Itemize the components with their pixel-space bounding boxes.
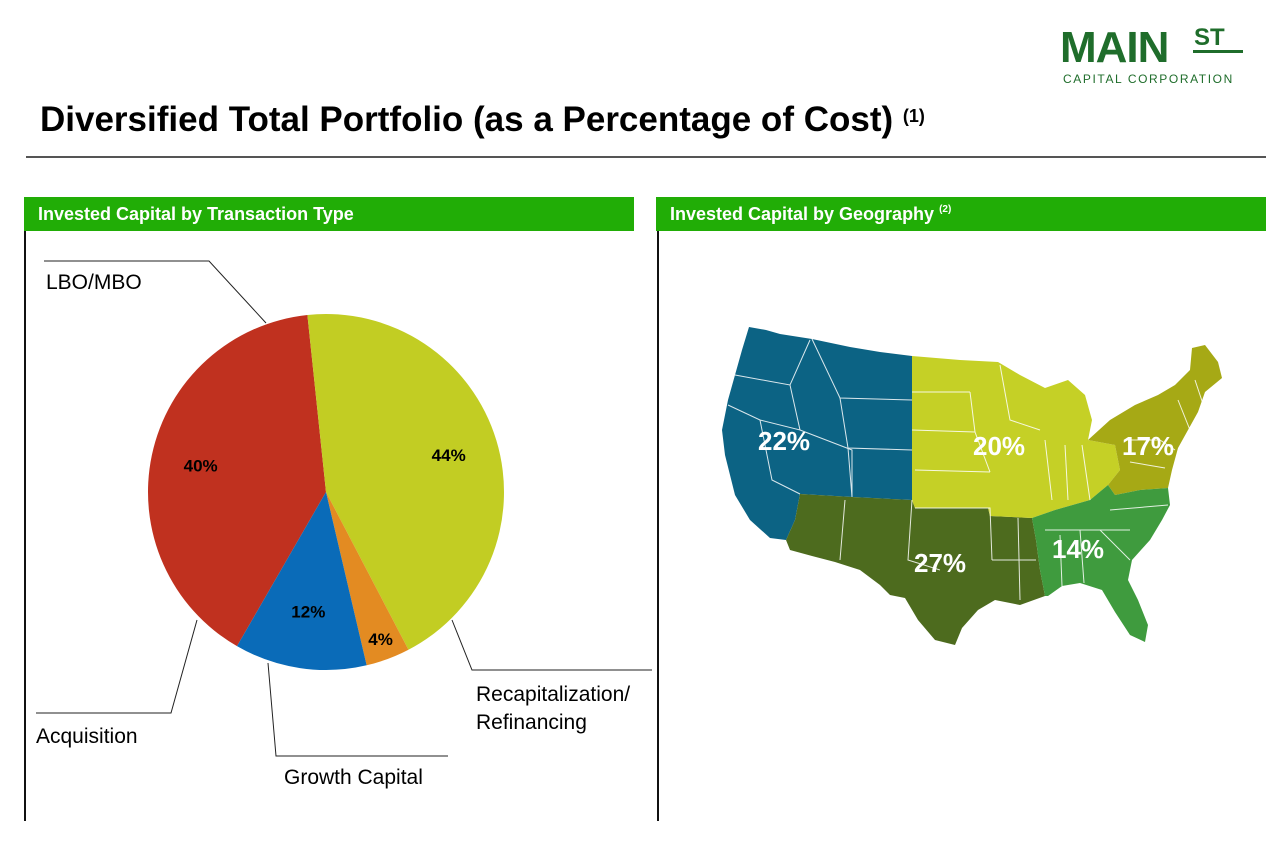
- geo-label-west: 22%: [758, 426, 810, 456]
- region-southeast: [1032, 485, 1170, 642]
- geography-title: Invested Capital by Geography: [670, 204, 935, 224]
- pie-slice-recap-refinancing: [307, 314, 505, 650]
- region-northeast: [1088, 345, 1222, 495]
- page-title: Diversified Total Portfolio (as a Percen…: [40, 98, 925, 142]
- pie-value-recap-refinancing: 44%: [432, 446, 466, 465]
- region-west: [722, 327, 912, 540]
- title-divider: [26, 156, 1266, 158]
- region-midwest: [912, 356, 1120, 518]
- label-recap-line1: Recapitalization/: [476, 683, 630, 706]
- label-acquisition: Acquisition: [36, 725, 138, 748]
- pie-value-acquisition: 12%: [291, 603, 325, 622]
- acquisition-leader-line: [36, 619, 198, 714]
- recap-leader-line: [451, 619, 652, 671]
- pie-value-growth-capital: 4%: [368, 630, 393, 649]
- geo-label-northeast: 17%: [1122, 431, 1174, 461]
- geo-label-southeast: 14%: [1052, 534, 1104, 564]
- region-southwest: [786, 494, 1045, 645]
- left-panel-border: [24, 231, 26, 821]
- transaction-type-pie: 40% 44% 4% 12%: [147, 314, 505, 670]
- us-geography-map: 22% 20% 17% 27% 14%: [722, 327, 1222, 645]
- page-title-note: (1): [902, 106, 925, 126]
- pie-slice-lbo-mbo: [147, 314, 326, 647]
- transaction-type-title: Invested Capital by Transaction Type: [38, 204, 354, 224]
- pie-value-lbo-mbo: 40%: [184, 456, 218, 475]
- logo-st-text: ST: [1194, 24, 1225, 51]
- logo-main-text: MAIN: [1060, 23, 1169, 72]
- right-panel-border: [657, 231, 659, 821]
- label-recap-line2: Refinancing: [476, 711, 587, 734]
- state-boundaries: [727, 338, 1206, 601]
- pie-slice-growth-capital: [326, 492, 409, 666]
- label-growth-capital: Growth Capital: [284, 766, 423, 789]
- geography-header: Invested Capital by Geography (2): [656, 197, 1266, 231]
- geography-title-note: (2): [939, 204, 952, 215]
- geo-label-midwest: 20%: [973, 431, 1025, 461]
- geo-label-southwest: 27%: [914, 548, 966, 578]
- transaction-type-header: Invested Capital by Transaction Type: [24, 197, 634, 231]
- page-title-text: Diversified Total Portfolio (as a Percen…: [40, 100, 894, 139]
- main-street-logo: MAIN ST CAPITAL CORPORATION: [1060, 23, 1250, 90]
- pie-slice-acquisition: [237, 492, 367, 670]
- logo-divider: [1193, 50, 1243, 53]
- growth-leader-line: [267, 662, 448, 757]
- logo-subtitle: CAPITAL CORPORATION: [1063, 72, 1234, 86]
- label-lbo-mbo: LBO/MBO: [46, 271, 142, 294]
- lbo-leader-line: [44, 260, 267, 324]
